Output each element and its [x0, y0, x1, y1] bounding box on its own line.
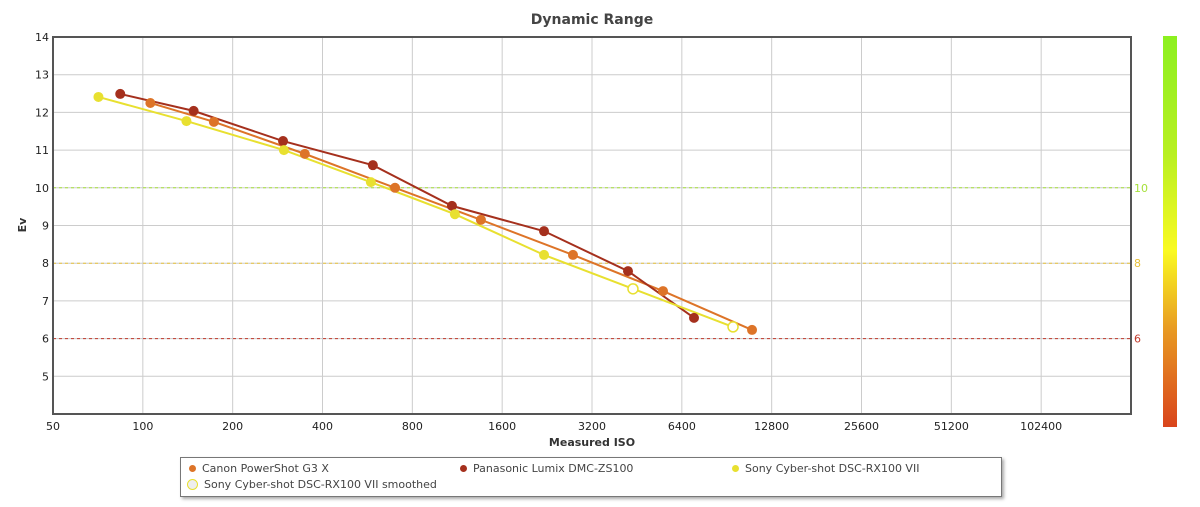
y-tick-label: 6 [42, 333, 49, 346]
x-tick-label: 25600 [844, 420, 879, 433]
data-point [115, 88, 126, 99]
legend-marker-icon [460, 465, 467, 472]
legend-label: Sony Cyber-shot DSC-RX100 VII smoothed [204, 478, 437, 491]
data-point [446, 200, 457, 211]
x-tick-label: 200 [222, 420, 243, 433]
y-tick-label: 10 [35, 182, 49, 195]
data-point [689, 312, 700, 323]
data-point [567, 249, 578, 260]
y-tick-label: 9 [42, 220, 49, 233]
reference-line-label: 8 [1134, 257, 1141, 270]
data-point [449, 209, 460, 220]
y-tick-label: 13 [35, 69, 49, 82]
legend-marker-icon [732, 465, 739, 472]
legend: Canon PowerShot G3 X Panasonic Lumix DMC… [180, 457, 1002, 497]
y-tick-label: 5 [42, 370, 49, 383]
y-tick-label: 8 [42, 257, 49, 270]
data-point [727, 321, 739, 333]
data-point [539, 226, 550, 237]
legend-item-sony[interactable]: Sony Cyber-shot DSC-RX100 VII [732, 462, 919, 475]
x-axis-label: Measured ISO [549, 436, 635, 449]
x-tick-label: 400 [312, 420, 333, 433]
data-point [658, 286, 669, 297]
x-tick-label: 50 [46, 420, 60, 433]
plot-border [52, 36, 1132, 415]
reference-line-label: 6 [1134, 333, 1141, 346]
series-line [98, 95, 734, 328]
legend-marker-icon [187, 479, 198, 490]
legend-marker-icon [189, 465, 196, 472]
data-point [367, 160, 378, 171]
data-point [93, 91, 104, 102]
series-line [120, 92, 695, 319]
legend-item-sony-smoothed[interactable]: Sony Cyber-shot DSC-RX100 VII smoothed [187, 478, 437, 491]
data-point [475, 214, 486, 225]
reference-line-label: 10 [1134, 182, 1148, 195]
x-tick-label: 800 [402, 420, 423, 433]
x-tick-label: 12800 [754, 420, 789, 433]
legend-label: Panasonic Lumix DMC-ZS100 [473, 462, 634, 475]
data-point [278, 136, 289, 147]
x-tick-label: 100 [132, 420, 153, 433]
chart-title: Dynamic Range [531, 12, 653, 28]
x-tick-label: 6400 [668, 420, 696, 433]
data-point [365, 177, 376, 188]
data-point [627, 283, 639, 295]
data-point [278, 145, 289, 156]
x-tick-label: 102400 [1020, 420, 1062, 433]
data-point [145, 97, 156, 108]
data-point [299, 148, 310, 159]
x-tick-label: 51200 [934, 420, 969, 433]
data-point [181, 116, 192, 127]
data-point [539, 249, 550, 260]
legend-label: Canon PowerShot G3 X [202, 462, 329, 475]
y-tick-label: 11 [35, 144, 49, 157]
x-tick-label: 1600 [488, 420, 516, 433]
y-tick-label: 12 [35, 106, 49, 119]
x-tick-label: 3200 [578, 420, 606, 433]
y-tick-label: 7 [42, 295, 49, 308]
data-point [623, 266, 634, 277]
data-point [188, 105, 199, 116]
y-axis-label: Ev [16, 217, 29, 233]
colorbar [1163, 36, 1177, 427]
legend-label: Sony Cyber-shot DSC-RX100 VII [745, 462, 920, 475]
legend-item-canon[interactable]: Canon PowerShot G3 X [189, 462, 329, 475]
legend-item-panasonic[interactable]: Panasonic Lumix DMC-ZS100 [460, 462, 633, 475]
data-point [747, 324, 758, 335]
y-tick-label: 14 [35, 31, 49, 44]
data-point [208, 116, 219, 127]
data-point [390, 182, 401, 193]
